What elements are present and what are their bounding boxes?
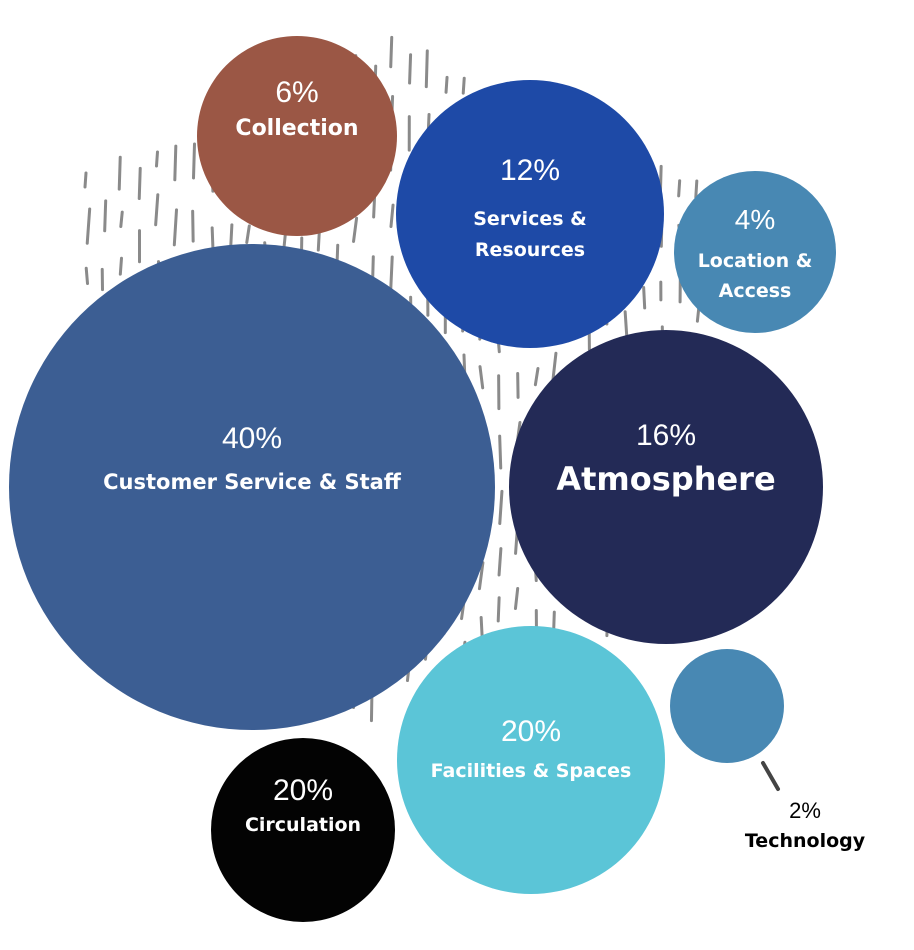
- bubble-collection: 6% Collection: [197, 36, 397, 236]
- bubble-location-and-access: 4% Location & Access: [674, 171, 836, 333]
- rain-stroke: [444, 75, 449, 94]
- rain-stroke: [173, 144, 178, 182]
- bubble-label: Technology: [745, 830, 866, 852]
- bubble-label: Location &: [698, 250, 813, 272]
- bubble-circle: [509, 330, 823, 644]
- bubble-services-and-resources: 12% Services & Resources: [396, 80, 664, 348]
- bubble-value: 40%: [222, 422, 282, 455]
- bubble-circle: [211, 738, 395, 922]
- leader-line: [761, 761, 780, 791]
- rain-stroke: [478, 365, 485, 390]
- rain-stroke: [389, 203, 395, 228]
- rain-stroke: [424, 49, 429, 89]
- bubble-circle: [670, 649, 784, 763]
- bubbles-layer: 6% Collection 12% Services & Resources 4% Loca…: [9, 36, 866, 922]
- rain-stroke: [498, 489, 504, 525]
- rain-stroke: [210, 226, 215, 252]
- rain-stroke: [477, 561, 485, 591]
- rain-stroke: [623, 310, 629, 341]
- rain-stroke: [372, 194, 377, 219]
- bubble-label: Customer Service & Staff: [103, 470, 402, 494]
- bubble-label: Collection: [235, 116, 358, 141]
- bubble-value: 12%: [500, 154, 560, 187]
- rain-stroke: [513, 587, 520, 611]
- bubble-value: 16%: [636, 419, 696, 452]
- bubble-value: 20%: [501, 715, 561, 748]
- bubble-label: Resources: [475, 239, 585, 261]
- bubble-circle: [396, 80, 664, 348]
- bubble-value: 4%: [735, 204, 775, 235]
- bubble-value: 2%: [789, 798, 821, 823]
- rain-stroke: [154, 150, 159, 168]
- bubble-label: Services &: [473, 208, 586, 230]
- rain-stroke: [118, 256, 123, 276]
- bubble-atmosphere: 16% Atmosphere: [509, 330, 823, 644]
- bubble-circle: [197, 36, 397, 236]
- rain-stroke: [154, 193, 160, 227]
- bubble-technology: 2% Technology: [670, 649, 866, 852]
- rain-stroke: [84, 266, 90, 286]
- rain-stroke: [119, 210, 124, 229]
- bubble-label: Facilities & Spaces: [431, 760, 632, 782]
- bubble-circle: [397, 626, 665, 894]
- bubble-label: Atmosphere: [556, 460, 775, 498]
- bubble-facilities-and-spaces: 20% Facilities & Spaces: [397, 626, 665, 894]
- rain-stroke: [103, 199, 108, 233]
- bubble-label: Access: [719, 280, 792, 302]
- rain-stroke: [497, 547, 503, 577]
- rain-stroke: [192, 142, 197, 180]
- bubble-value: 20%: [273, 774, 333, 807]
- rain-stroke: [245, 224, 251, 245]
- bubble-circle: [674, 171, 836, 333]
- bubble-circle: [9, 244, 495, 730]
- rain-stroke: [677, 179, 682, 198]
- rain-stroke: [117, 155, 122, 191]
- bubble-value: 6%: [275, 76, 318, 109]
- bubble-label: Circulation: [245, 814, 361, 836]
- rain-stroke: [551, 351, 558, 382]
- rain-stroke: [85, 207, 92, 245]
- rain-stroke: [694, 179, 699, 199]
- rain-stroke: [533, 367, 540, 387]
- rain-stroke: [389, 35, 394, 69]
- bubble-circulation: 20% Circulation: [211, 738, 395, 922]
- rain-stroke: [137, 166, 142, 201]
- rain-stroke: [352, 216, 359, 243]
- rain-stroke: [408, 53, 413, 85]
- rain-stroke: [83, 171, 88, 189]
- rain-stroke: [461, 76, 466, 95]
- rain-stroke: [389, 255, 394, 293]
- rain-stroke: [642, 286, 647, 310]
- bubble-customer-service-and-staff: 40% Customer Service & Staff: [9, 244, 495, 730]
- rain-stroke: [498, 434, 503, 470]
- rain-stroke: [172, 208, 179, 247]
- rain-stroke: [496, 596, 501, 623]
